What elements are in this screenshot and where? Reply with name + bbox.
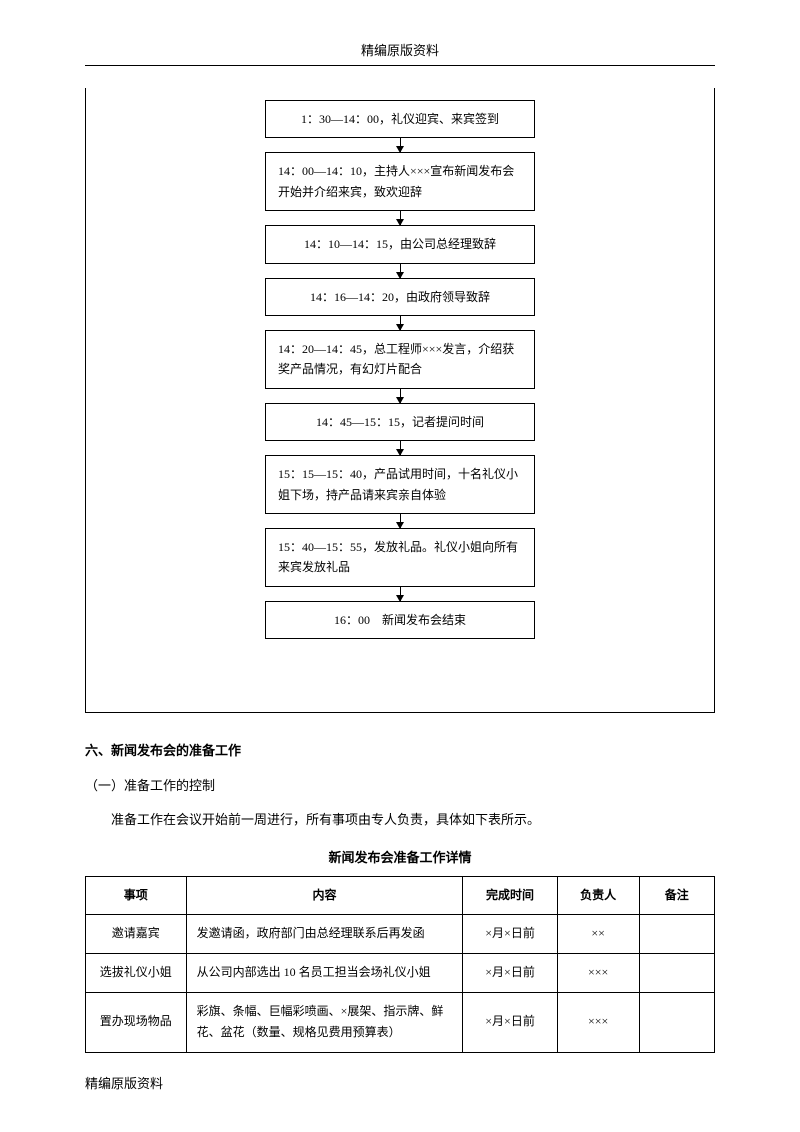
flow-arrow xyxy=(400,264,401,278)
table-cell: 邀请嘉宾 xyxy=(86,915,187,954)
table-cell: 彩旗、条幅、巨幅彩喷画、×展架、指示牌、鲜花、盆花（数量、规格见费用预算表） xyxy=(186,992,463,1052)
table-row: 选拔礼仪小姐从公司内部选出 10 名员工担当会场礼仪小姐×月×日前××× xyxy=(86,953,715,992)
table-cell: ××× xyxy=(557,992,639,1052)
flow-node: 15：40—15：55，发放礼品。礼仪小姐向所有来宾发放礼品 xyxy=(265,528,535,587)
section-title: 六、新闻发布会的准备工作 xyxy=(85,740,715,759)
flow-node: 14：45—15：15，记者提问时间 xyxy=(265,403,535,441)
flow-arrow xyxy=(400,587,401,601)
flowchart: 1：30—14：00，礼仪迎宾、来宾签到 14：00—14：10，主持人×××宣布… xyxy=(85,100,715,639)
table-cell: ××× xyxy=(557,953,639,992)
document-page: 精编原版资料 1：30—14：00，礼仪迎宾、来宾签到 14：00—14：10，主… xyxy=(0,0,800,1132)
page-header: 精编原版资料 xyxy=(85,40,715,66)
flow-arrow xyxy=(400,211,401,225)
table-cell: ×× xyxy=(557,915,639,954)
flow-arrow xyxy=(400,316,401,330)
flow-arrow xyxy=(400,138,401,152)
page-footer: 精编原版资料 xyxy=(85,1073,163,1092)
table-header-row: 事项 内容 完成时间 负责人 备注 xyxy=(86,876,715,915)
table-cell: 置办现场物品 xyxy=(86,992,187,1052)
table-row: 置办现场物品彩旗、条幅、巨幅彩喷画、×展架、指示牌、鲜花、盆花（数量、规格见费用… xyxy=(86,992,715,1052)
flow-node: 15：15—15：40，产品试用时间，十名礼仪小姐下场，持产品请来宾亲自体验 xyxy=(265,455,535,514)
table-cell: ×月×日前 xyxy=(463,992,557,1052)
col-due: 完成时间 xyxy=(463,876,557,915)
flow-node: 1：30—14：00，礼仪迎宾、来宾签到 xyxy=(265,100,535,138)
col-note: 备注 xyxy=(639,876,715,915)
col-content: 内容 xyxy=(186,876,463,915)
table-cell xyxy=(639,915,715,954)
col-item: 事项 xyxy=(86,876,187,915)
table-cell xyxy=(639,953,715,992)
table-cell xyxy=(639,992,715,1052)
table-cell: ×月×日前 xyxy=(463,915,557,954)
flow-node: 14：16—14：20，由政府领导致辞 xyxy=(265,278,535,316)
section-para: 准备工作在会议开始前一周进行，所有事项由专人负责，具体如下表所示。 xyxy=(85,810,715,831)
flow-node: 14：10—14：15，由公司总经理致辞 xyxy=(265,225,535,263)
table-body: 邀请嘉宾发邀请函，政府部门由总经理联系后再发函×月×日前××选拔礼仪小姐从公司内… xyxy=(86,915,715,1052)
flow-node: 16：00 新闻发布会结束 xyxy=(265,601,535,639)
table-cell: 从公司内部选出 10 名员工担当会场礼仪小姐 xyxy=(186,953,463,992)
table-row: 邀请嘉宾发邀请函，政府部门由总经理联系后再发函×月×日前×× xyxy=(86,915,715,954)
table-cell: ×月×日前 xyxy=(463,953,557,992)
flow-arrow xyxy=(400,441,401,455)
flow-arrow xyxy=(400,514,401,528)
section-sub: （一）准备工作的控制 xyxy=(85,775,715,794)
flow-node: 14：20—14：45，总工程师×××发言，介绍获奖产品情况，有幻灯片配合 xyxy=(265,330,535,389)
table-cell: 发邀请函，政府部门由总经理联系后再发函 xyxy=(186,915,463,954)
prep-table: 事项 内容 完成时间 负责人 备注 邀请嘉宾发邀请函，政府部门由总经理联系后再发… xyxy=(85,876,715,1053)
flow-node: 14：00—14：10，主持人×××宣布新闻发布会开始并介绍来宾，致欢迎辞 xyxy=(265,152,535,211)
flow-arrow xyxy=(400,389,401,403)
col-owner: 负责人 xyxy=(557,876,639,915)
body-text: 六、新闻发布会的准备工作 （一）准备工作的控制 准备工作在会议开始前一周进行，所… xyxy=(85,740,715,1053)
table-title: 新闻发布会准备工作详情 xyxy=(85,847,715,866)
table-cell: 选拔礼仪小姐 xyxy=(86,953,187,992)
